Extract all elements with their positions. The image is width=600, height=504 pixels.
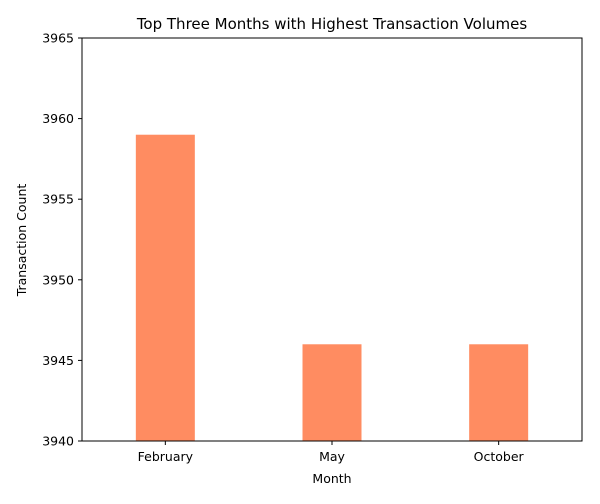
y-tick-label: 3955 (42, 192, 74, 207)
y-tick-label: 3945 (42, 353, 74, 368)
plot-area (81, 37, 583, 442)
y-tick-label: 3940 (42, 434, 74, 449)
bar-february (135, 134, 195, 441)
x-axis: February May October (138, 441, 525, 464)
bar-may (302, 344, 362, 441)
chart-title: Top Three Months with Highest Transactio… (136, 15, 528, 33)
bar-october (469, 344, 529, 441)
y-tick-label: 3960 (42, 111, 74, 126)
y-tick-label: 3965 (42, 31, 74, 46)
x-tick-label: February (138, 449, 194, 464)
x-tick-label: May (319, 449, 345, 464)
y-tick-label: 3950 (42, 272, 74, 287)
x-axis-label: Month (312, 471, 351, 486)
y-axis: 3940 3945 3950 3955 3960 3965 (42, 31, 82, 449)
y-axis-label: Transaction Count (14, 184, 29, 298)
x-tick-label: October (474, 449, 525, 464)
